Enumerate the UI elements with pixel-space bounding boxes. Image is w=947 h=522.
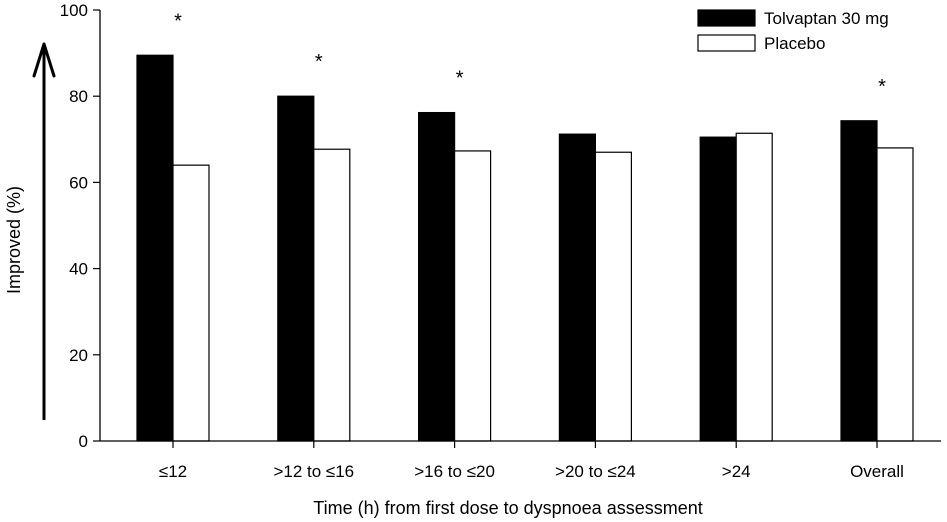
legend-swatch-1 xyxy=(697,9,756,27)
labels-layer: ≤12 * >12 to ≤16 * >16 to ≤20 * >20 to ≤24 >24 O… xyxy=(60,1,904,481)
x-tick-label-2: >12 to ≤16 xyxy=(273,462,354,481)
bars-layer xyxy=(136,54,914,442)
significance-star-1: * xyxy=(174,10,182,32)
axes-layer xyxy=(32,9,941,448)
x-tick-label-6: Overall xyxy=(850,462,904,481)
y-axis-title: Improved (%) xyxy=(4,186,24,294)
significance-star-2: * xyxy=(315,51,323,73)
y-tick-label-5: 100 xyxy=(60,1,88,20)
x-axis-title: Time (h) from first dose to dyspnoea ass… xyxy=(313,498,702,518)
tolvaptan-bar-6 xyxy=(840,120,878,442)
y-tick-label-4: 80 xyxy=(69,87,88,106)
y-tick-label-0: 0 xyxy=(79,432,88,451)
placebo-bar-6 xyxy=(876,147,914,442)
tolvaptan-bar-1 xyxy=(136,54,174,442)
improvement-arrow-head xyxy=(32,42,56,78)
placebo-bar-1 xyxy=(172,164,210,442)
y-tick-label-2: 40 xyxy=(69,260,88,279)
legend-label-1: Tolvaptan 30 mg xyxy=(764,9,889,28)
x-tick-label-3: >16 to ≤20 xyxy=(414,462,495,481)
tolvaptan-bar-3 xyxy=(418,111,456,442)
legend-label-2: Placebo xyxy=(764,34,825,53)
placebo-bar-5 xyxy=(735,132,773,442)
y-tick-label-3: 60 xyxy=(69,173,88,192)
x-tick-label-1: ≤12 xyxy=(159,462,187,481)
x-tick-label-5: >24 xyxy=(722,462,751,481)
placebo-bar-4 xyxy=(594,151,633,442)
y-tick-label-1: 20 xyxy=(69,346,88,365)
placebo-bar-3 xyxy=(454,150,492,442)
legend-swatch-2 xyxy=(697,34,756,52)
placebo-bar-2 xyxy=(313,148,351,442)
tolvaptan-bar-4 xyxy=(558,133,597,442)
significance-star-3: * xyxy=(456,68,464,90)
tolvaptan-bar-5 xyxy=(699,136,737,442)
significance-star-6: * xyxy=(878,76,886,98)
x-tick-label-4: >20 to ≤24 xyxy=(555,462,636,481)
tolvaptan-bar-2 xyxy=(277,95,315,442)
